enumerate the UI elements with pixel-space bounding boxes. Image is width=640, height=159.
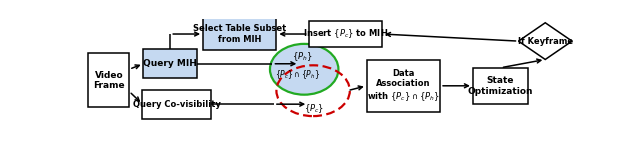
FancyBboxPatch shape xyxy=(88,53,129,107)
FancyBboxPatch shape xyxy=(203,18,276,50)
Text: $\{P_c\}$: $\{P_c\}$ xyxy=(304,102,324,115)
Text: Query MIH: Query MIH xyxy=(143,59,197,68)
Text: Select Table Subset
from MIH: Select Table Subset from MIH xyxy=(193,24,286,44)
FancyBboxPatch shape xyxy=(308,21,382,47)
Text: Query Co-visibility: Query Co-visibility xyxy=(132,100,221,109)
Text: $\{P_h\}$: $\{P_h\}$ xyxy=(292,50,312,63)
FancyBboxPatch shape xyxy=(143,49,197,78)
Text: Video
Frame: Video Frame xyxy=(93,71,125,90)
Polygon shape xyxy=(518,23,572,59)
Text: If Keyframe: If Keyframe xyxy=(518,37,573,46)
FancyBboxPatch shape xyxy=(473,68,529,104)
Text: Insert $\{P_c\}$ to MIH: Insert $\{P_c\}$ to MIH xyxy=(303,28,388,40)
FancyBboxPatch shape xyxy=(367,60,440,111)
FancyBboxPatch shape xyxy=(143,90,211,119)
Text: State
Optimization: State Optimization xyxy=(468,76,533,96)
Ellipse shape xyxy=(270,44,339,95)
Text: $\{P_c\}\cap\{P_h\}$: $\{P_c\}\cap\{P_h\}$ xyxy=(275,68,320,81)
Text: Data
Association
with $\{P_c\}\cap\{P_h\}$: Data Association with $\{P_c\}\cap\{P_h\… xyxy=(367,69,440,103)
